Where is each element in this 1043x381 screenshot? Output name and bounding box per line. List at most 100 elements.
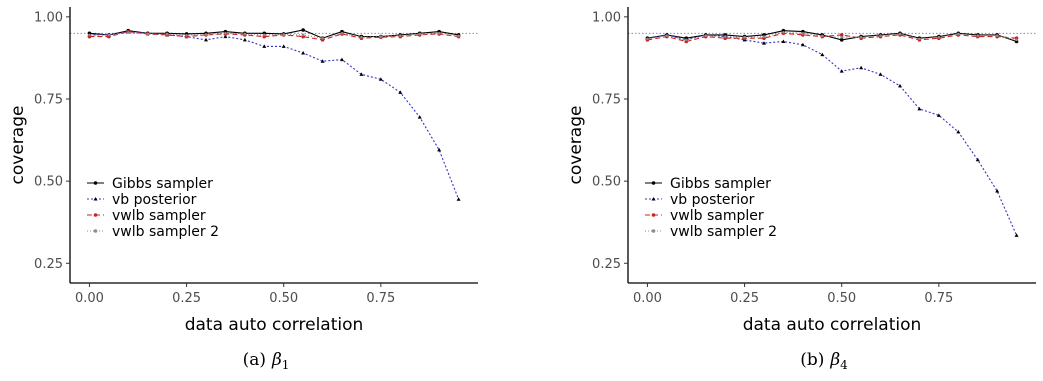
caption-subscript: 1 <box>282 358 290 372</box>
data-point <box>956 32 960 36</box>
y-tick-label: 0.50 <box>34 175 63 190</box>
data-point <box>243 32 247 36</box>
caption-subscript: 4 <box>840 358 848 372</box>
legend-marker <box>651 229 656 233</box>
data-point <box>321 36 324 40</box>
data-point <box>782 31 785 34</box>
x-tick-label: 0.50 <box>269 291 298 306</box>
x-tick-label: 0.25 <box>730 291 759 306</box>
data-point <box>723 35 727 38</box>
data-point <box>820 34 824 38</box>
data-point <box>437 147 442 152</box>
legend-marker <box>651 213 656 217</box>
legend-label: vwlb sampler <box>112 208 206 224</box>
data-point <box>204 33 208 36</box>
data-point <box>995 34 999 37</box>
data-point <box>917 106 922 111</box>
x-tick-label: 0.75 <box>924 291 953 306</box>
data-point <box>282 33 286 36</box>
data-point <box>665 34 669 37</box>
legend-label: vb posterior <box>112 192 197 208</box>
data-point <box>417 115 422 119</box>
data-point <box>398 90 403 94</box>
series-line-0 <box>647 30 1017 43</box>
data-point <box>684 38 688 42</box>
data-point <box>936 113 941 117</box>
legend-marker <box>93 213 98 217</box>
data-point <box>918 37 921 41</box>
panel-a: 0.00 0.25 0.50 0.75 0.25 0.50 0.75 1.00 data aut… <box>8 7 478 372</box>
data-point <box>456 197 461 201</box>
x-axis-label: data auto correlation <box>185 315 364 335</box>
data-point <box>1015 38 1018 42</box>
data-point <box>378 77 383 81</box>
data-point <box>820 52 825 57</box>
data-point <box>165 32 169 36</box>
legend-marker <box>651 181 656 185</box>
x-tick-label: 0.25 <box>172 291 201 306</box>
data-point <box>646 37 649 41</box>
data-point <box>359 72 364 76</box>
panel-b: 0.00 0.25 0.50 0.75 0.25 0.50 0.75 1.00 data aut… <box>566 7 1036 372</box>
data-point <box>781 39 786 43</box>
legend-label: vwlb sampler 2 <box>670 224 777 240</box>
caption-symbol: β <box>829 350 840 370</box>
series-line-1 <box>89 31 460 200</box>
data-point <box>146 32 150 36</box>
data-point <box>418 32 422 36</box>
data-point <box>457 34 460 38</box>
data-point <box>437 31 441 35</box>
data-point <box>185 33 188 37</box>
legend-label: vwlb sampler 2 <box>112 224 219 240</box>
data-point <box>879 34 882 37</box>
data-point <box>800 42 805 47</box>
data-point <box>859 35 863 39</box>
series-line-1 <box>647 34 1018 236</box>
caption: (b) β4 <box>800 350 848 372</box>
legend-marker <box>93 181 98 185</box>
data-point <box>878 72 883 76</box>
data-point <box>801 31 805 35</box>
legend-label: vb posterior <box>670 192 755 208</box>
x-tick-label: 0.50 <box>827 291 856 306</box>
data-point <box>839 38 844 42</box>
data-point <box>242 37 247 42</box>
x-axis-label: data auto correlation <box>743 315 922 335</box>
legend-label: Gibbs sampler <box>112 176 213 192</box>
y-tick-label: 1.00 <box>592 10 621 25</box>
x-tick-label: 0.00 <box>75 291 104 306</box>
legend-label: vwlb sampler <box>670 208 764 224</box>
data-point <box>975 157 980 162</box>
y-axis-label: coverage <box>566 106 586 185</box>
data-point <box>126 31 130 34</box>
data-point <box>743 35 746 39</box>
y-tick-label: 0.25 <box>34 257 63 272</box>
data-point <box>88 33 91 37</box>
data-point <box>320 59 325 63</box>
data-point <box>340 31 344 35</box>
data-point <box>956 129 961 134</box>
series-line-2 <box>647 32 1017 43</box>
caption: (a) β1 <box>243 350 290 372</box>
x-tick-label: 0.75 <box>366 291 395 306</box>
data-point <box>898 32 902 36</box>
data-point <box>1014 233 1019 237</box>
data-point <box>379 35 383 38</box>
data-point <box>840 35 844 39</box>
data-point <box>281 44 286 48</box>
legend-label: Gibbs sampler <box>670 176 771 192</box>
data-point <box>898 83 902 88</box>
caption-symbol: β <box>271 350 282 370</box>
legend-marker <box>93 197 98 201</box>
data-point <box>976 34 980 37</box>
x-tick-label: 0.00 <box>633 291 662 306</box>
data-point <box>204 37 208 42</box>
data-point <box>995 189 1000 193</box>
series-line-3 <box>89 32 459 39</box>
data-point <box>762 41 766 45</box>
data-point <box>301 51 306 55</box>
data-point <box>704 34 708 37</box>
